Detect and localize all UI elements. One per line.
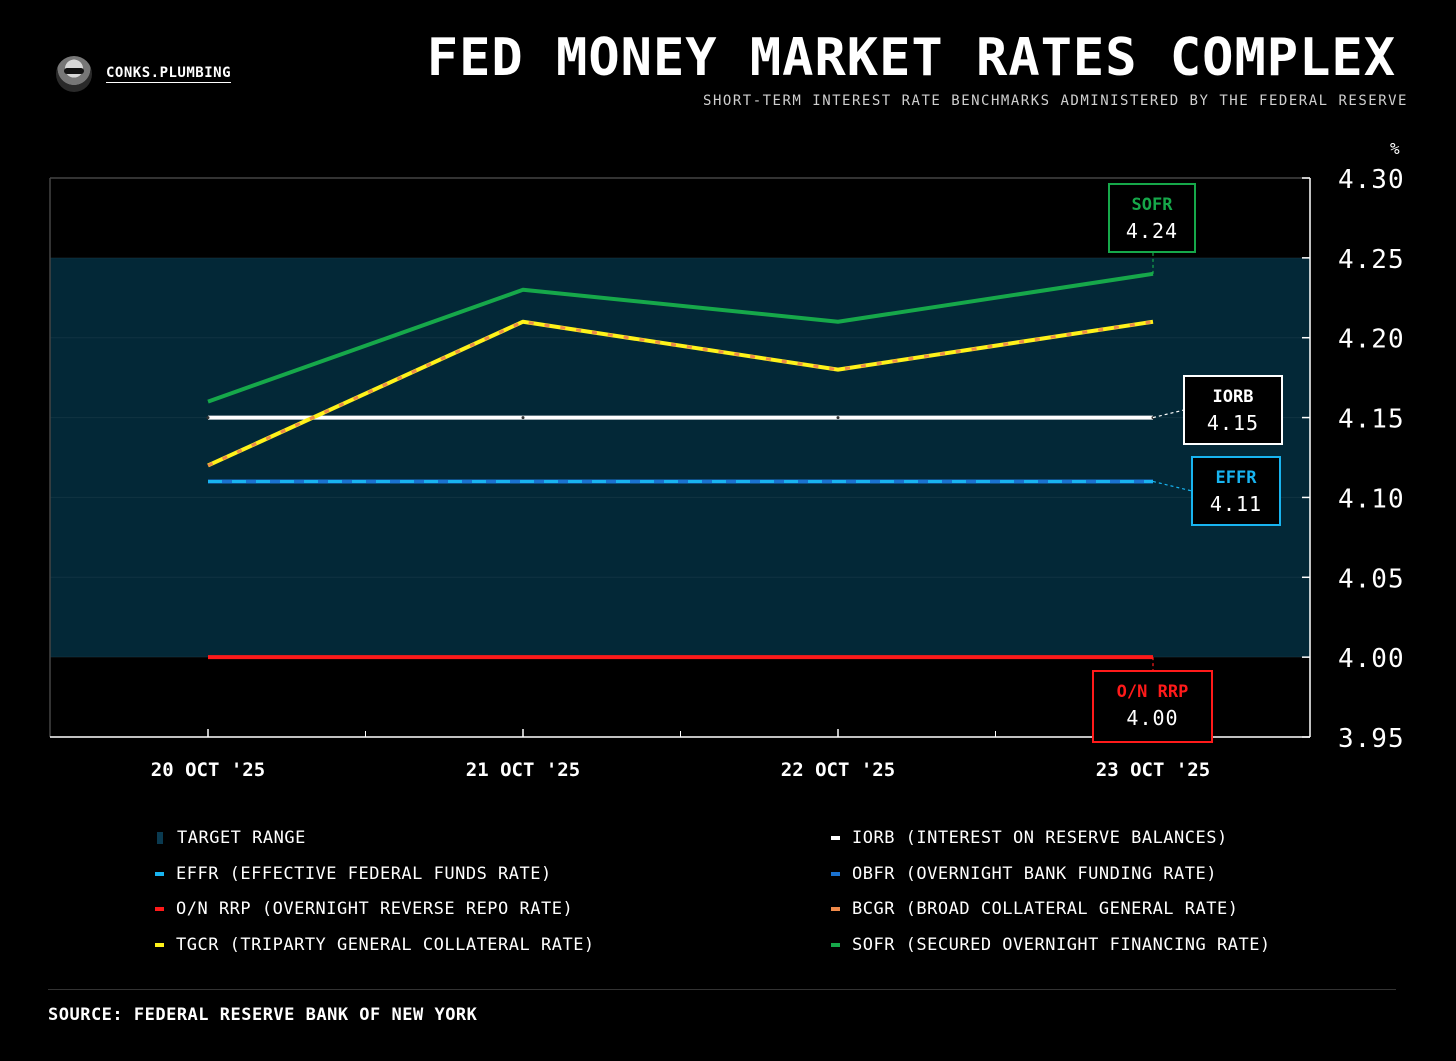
y-tick-label: 4.30 xyxy=(1338,165,1405,195)
page-title: FED MONEY MARKET RATES COMPLEX xyxy=(426,28,1396,88)
legend-swatch xyxy=(831,942,840,947)
avatar xyxy=(56,56,92,92)
brand-name[interactable]: CONKS.PLUMBING xyxy=(106,65,232,83)
legend-swatch xyxy=(831,907,840,911)
x-tick-label: 21 OCT '25 xyxy=(466,759,580,781)
callout-label: IORB xyxy=(1213,387,1254,407)
y-tick-label: 4.25 xyxy=(1338,245,1405,275)
legend-label: SOFR (SECURED OVERNIGHT FINANCING RATE) xyxy=(852,934,1271,955)
page-subtitle: SHORT-TERM INTEREST RATE BENCHMARKS ADMI… xyxy=(703,93,1408,109)
legend-item: IORB (INTEREST ON RESERVE BALANCES) xyxy=(831,828,1228,848)
brand[interactable]: CONKS.PLUMBING xyxy=(56,56,232,92)
legend-label: EFFR (EFFECTIVE FEDERAL FUNDS RATE) xyxy=(176,863,552,884)
callout-leader xyxy=(1152,409,1185,419)
callout-box-iorb xyxy=(1183,375,1283,445)
legend-swatch xyxy=(831,871,840,876)
x-tick-label: 20 OCT '25 xyxy=(151,759,265,781)
chart: 4.30 4.25 4.20 4.15 4.10 4.05 4.00 3.95% 20 OCT … xyxy=(49,139,1405,781)
series-line-sofr xyxy=(207,271,1154,404)
legend-label: OBFR (OVERNIGHT BANK FUNDING RATE) xyxy=(852,863,1217,884)
y-axis-unit: % xyxy=(1390,139,1400,158)
legend-label: BCGR (BROAD COLLATERAL GENERAL RATE) xyxy=(852,899,1239,919)
x-tick-label: 22 OCT '25 xyxy=(781,759,895,781)
callout-label: O/N RRP xyxy=(1117,682,1189,702)
legend-swatch xyxy=(157,832,163,844)
y-tick-label: 4.05 xyxy=(1338,564,1405,594)
legend-item: O/N RRP (OVERNIGHT REVERSE REPO RATE) xyxy=(155,899,573,919)
callout-box-onrrp xyxy=(1092,670,1213,743)
legend-item: TGCR (TRIPARTY GENERAL COLLATERAL RATE) xyxy=(155,935,595,955)
callout-value: 4.00 xyxy=(1126,706,1178,730)
legend-swatch xyxy=(831,836,840,840)
series-line-tgcr xyxy=(207,319,1154,468)
data-point xyxy=(521,416,525,420)
legend-label: O/N RRP (OVERNIGHT REVERSE REPO RATE) xyxy=(176,899,574,919)
data-point xyxy=(206,416,210,420)
legend-item: TARGET RANGE xyxy=(155,828,306,848)
y-tick-label: 4.00 xyxy=(1338,644,1405,674)
y-tick-label: 4.20 xyxy=(1338,325,1405,355)
x-tick-label: 23 OCT '25 xyxy=(1096,759,1210,781)
legend-swatch xyxy=(155,871,164,876)
legend-item: EFFR (EFFECTIVE FEDERAL FUNDS RATE) xyxy=(155,864,552,884)
legend-item: OBFR (OVERNIGHT BANK FUNDING RATE) xyxy=(831,864,1217,884)
callout-box-effr xyxy=(1191,456,1281,526)
legend-swatch xyxy=(155,907,164,911)
source-note: SOURCE: FEDERAL RESERVE BANK OF NEW YORK xyxy=(48,1005,478,1025)
y-tick-label: 4.10 xyxy=(1338,484,1405,514)
legend-label: TGCR (TRIPARTY GENERAL COLLATERAL RATE) xyxy=(176,934,595,955)
callout-label: EFFR xyxy=(1216,468,1258,488)
legend-label: IORB (INTEREST ON RESERVE BALANCES) xyxy=(852,828,1228,848)
callout-value: 4.15 xyxy=(1207,411,1259,435)
callout-leader xyxy=(1152,480,1193,492)
callout-value: 4.24 xyxy=(1126,219,1178,243)
legend-item: BCGR (BROAD COLLATERAL GENERAL RATE) xyxy=(831,899,1238,919)
divider xyxy=(48,989,1396,990)
legend-label: TARGET RANGE xyxy=(177,828,306,848)
y-tick-label: 3.95 xyxy=(1338,724,1405,754)
legend-item: SOFR (SECURED OVERNIGHT FINANCING RATE) xyxy=(831,935,1271,955)
callout-value: 4.11 xyxy=(1210,492,1262,516)
target-range-band xyxy=(50,257,1310,658)
callout-label: SOFR xyxy=(1132,195,1174,215)
data-point xyxy=(836,416,840,420)
y-tick-label: 4.15 xyxy=(1338,405,1405,435)
callout-box-sofr xyxy=(1108,183,1196,253)
legend-swatch xyxy=(155,942,164,947)
